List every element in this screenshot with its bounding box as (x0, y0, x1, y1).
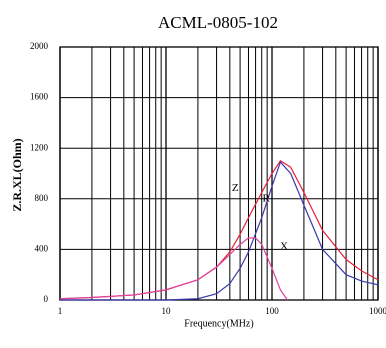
x-axis-label: Frequency(MHz) (184, 318, 253, 329)
y-axis-label: Z.R.XL(Ohm) (10, 138, 24, 211)
y-tick-label: 400 (35, 243, 49, 253)
series-label: R (262, 192, 270, 204)
chart-title: ACML-0805-102 (158, 13, 278, 32)
y-tick-label: 0 (44, 294, 49, 304)
series-line (59, 237, 288, 301)
series-label: Z (232, 182, 239, 194)
plot-frame (59, 46, 379, 301)
series-label: X (280, 240, 288, 252)
y-tick-label: 800 (35, 193, 49, 203)
x-tick-label: 1 (58, 306, 63, 316)
y-tick-label: 1600 (30, 92, 49, 102)
x-tick-label: 1000 (369, 306, 386, 316)
y-tick-label: 2000 (30, 41, 49, 51)
series-line (60, 160, 379, 301)
y-tick-label: 1200 (30, 142, 49, 152)
x-tick-label: 100 (265, 306, 279, 316)
x-tick-label: 10 (162, 306, 172, 316)
series-line (59, 160, 379, 300)
